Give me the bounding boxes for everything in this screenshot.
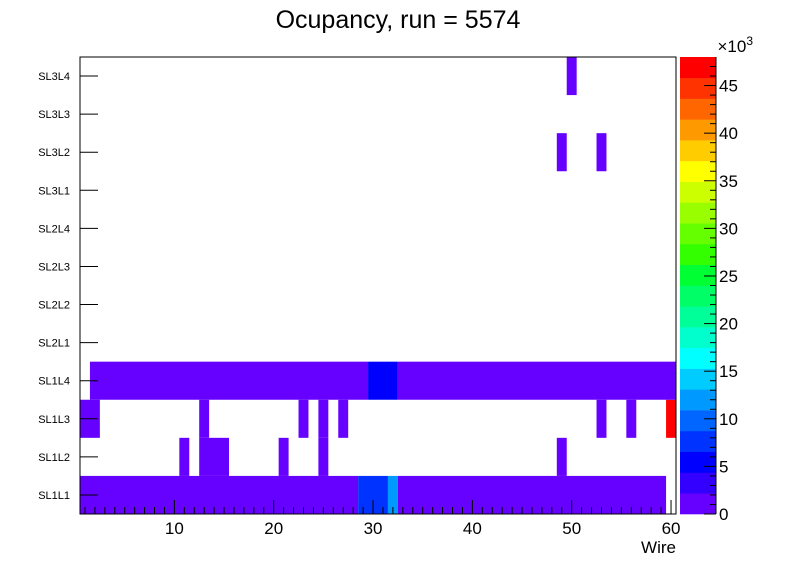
- z-exponent-label: ×103: [717, 34, 753, 56]
- heatmap-cell-sl1l3-23: [298, 399, 309, 438]
- y-tick-label-sl2l2: SL2L2: [38, 300, 70, 312]
- x-axis-title: Wire: [641, 538, 676, 557]
- palette-band: [680, 57, 716, 79]
- heatmap-cell-sl1l3-27: [338, 399, 349, 438]
- z-tick-label: 45: [719, 77, 738, 96]
- heatmap-cell-sl1l4-30: [368, 361, 398, 400]
- palette-band: [680, 243, 716, 266]
- y-tick-label-sl1l3: SL1L3: [38, 414, 70, 426]
- z-tick-label: 20: [719, 315, 738, 334]
- y-tick-label-sl1l2: SL1L2: [38, 452, 70, 464]
- z-tick-label: 0: [719, 505, 728, 524]
- heatmap-cell-sl1l2-21: [278, 437, 289, 476]
- heatmap-cell-sl1l2-13: [199, 437, 229, 476]
- palette-band: [680, 264, 716, 286]
- y-tick-label-sl3l1: SL3L1: [38, 185, 70, 197]
- y-tick-label-sl1l4: SL1L4: [38, 376, 70, 388]
- heatmap-cell-sl1l3-60: [666, 399, 676, 438]
- x-tick-label: 30: [364, 519, 383, 538]
- palette-band: [680, 119, 716, 141]
- y-tick-label-sl3l3: SL3L3: [38, 109, 70, 121]
- palette-band: [680, 77, 716, 99]
- heatmap-cell-sl3l2-49: [556, 133, 567, 172]
- x-tick-label: 10: [165, 519, 184, 538]
- heatmap-cell-sl1l3-25: [318, 399, 329, 438]
- y-tick-label-sl2l3: SL2L3: [38, 261, 70, 273]
- plot-frame: [79, 56, 677, 515]
- palette-band: [680, 430, 716, 452]
- palette-band: [680, 368, 716, 390]
- palette-band: [680, 181, 716, 203]
- palette-band: [680, 285, 716, 307]
- z-tick-label: 35: [719, 172, 738, 191]
- heatmap-cell-sl1l4-2: [89, 361, 369, 400]
- palette-band: [680, 223, 716, 245]
- heatmap-cells: [80, 57, 676, 514]
- palette-band: [680, 202, 716, 224]
- z-tick-label: 10: [719, 410, 738, 429]
- y-tick-label-sl2l1: SL2L1: [38, 338, 70, 350]
- z-exponent-base: ×10: [717, 37, 746, 56]
- x-axis: 10 20 30 40 50 60: [84, 500, 681, 538]
- palette-band: [680, 140, 716, 162]
- heatmap-cell-sl1l3-53: [596, 399, 607, 438]
- heatmap-cell-sl3l4-50: [566, 57, 577, 96]
- z-exponent-power: 3: [746, 34, 753, 48]
- z-tick-label: 5: [719, 457, 728, 476]
- y-tick-label-sl1l1: SL1L1: [38, 490, 70, 502]
- heatmap-cell-sl1l3-56: [626, 399, 637, 438]
- palette-band: [680, 493, 716, 515]
- x-tick-label: 60: [662, 519, 681, 538]
- palette-band: [680, 160, 716, 182]
- heatmap-cell-sl1l3-13: [199, 399, 210, 438]
- z-axis: 0 5 10 15 20 25 30 35 40 45: [704, 57, 738, 524]
- palette-band: [680, 327, 716, 349]
- z-tick-label: 40: [719, 124, 738, 143]
- z-tick-label: 15: [719, 362, 738, 381]
- heatmap-cell-sl1l1-1: [80, 475, 359, 514]
- palette-band: [680, 472, 716, 494]
- z-tick-label: 25: [719, 267, 738, 286]
- palette-band: [680, 410, 716, 432]
- heatmap-cell-sl1l4-33: [397, 361, 676, 400]
- chart-title: Ocupancy, run = 5574: [276, 6, 521, 34]
- x-tick-label: 20: [264, 519, 283, 538]
- heatmap-cell-sl3l2-53: [596, 133, 607, 172]
- palette-band: [680, 389, 716, 411]
- color-palette: [680, 57, 716, 515]
- palette-band: [680, 306, 716, 328]
- z-tick-label: 30: [719, 219, 738, 238]
- y-tick-label-sl3l2: SL3L2: [38, 147, 70, 159]
- y-axis: SL1L1 SL1L2 SL1L3 SL1L4 SL2L1 SL2L2 SL2L3 SL2L4…: [38, 71, 98, 502]
- heatmap-cell-sl1l2-25: [318, 437, 329, 476]
- y-tick-label-sl2l4: SL2L4: [38, 223, 70, 235]
- palette-band: [680, 98, 716, 120]
- y-tick-label-sl3l4: SL3L4: [38, 71, 70, 83]
- x-tick-label: 50: [562, 519, 581, 538]
- x-tick-label: 40: [463, 519, 482, 538]
- heatmap-cell-sl1l1-32: [387, 475, 398, 514]
- palette-band: [680, 451, 716, 473]
- heatmap-cell-sl1l2-11: [179, 437, 190, 476]
- heatmap-cell-sl1l2-49: [556, 437, 567, 476]
- palette-band: [680, 347, 716, 369]
